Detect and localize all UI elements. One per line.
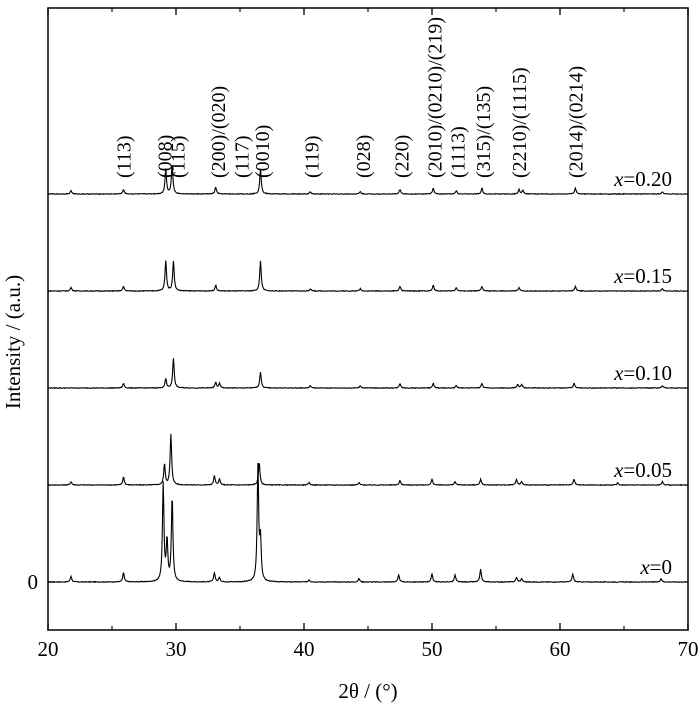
series-line-x-0-15 — [47, 260, 689, 293]
peak-annotation: (2014)/(0214) — [565, 66, 587, 178]
peak-annotation: (200)/(020) — [208, 86, 230, 178]
series-line-x-0-20 — [47, 165, 689, 196]
series-labels: x=0x=0.05x=0.10x=0.15x=0.20 — [613, 167, 672, 579]
peak-annotation: (115) — [167, 135, 189, 178]
y-tick-label: 0 — [28, 570, 39, 594]
peak-annotation: (220) — [391, 135, 413, 178]
series-label: x=0.20 — [613, 167, 672, 191]
plot-frame — [47, 7, 689, 631]
series-line-x-0-05 — [47, 433, 689, 487]
series-line-x-0 — [47, 462, 689, 584]
x-tick-label: 60 — [550, 637, 571, 661]
series-label-value: =0.10 — [623, 361, 672, 385]
x-tick-label: 40 — [294, 637, 315, 661]
x-tick-label: 20 — [38, 637, 59, 661]
x-tick-label: 30 — [166, 637, 187, 661]
peak-annotation: (008) — [155, 135, 177, 178]
series-label-var: x — [613, 458, 624, 482]
series-label-value: =0 — [650, 555, 672, 579]
y-axis-label: Intensity / (a.u.) — [1, 275, 25, 409]
series-label-var: x — [613, 361, 624, 385]
series-label: x=0.05 — [613, 458, 672, 482]
series-label: x=0.10 — [613, 361, 672, 385]
peak-annotation: (0010) — [252, 125, 274, 178]
peak-annotation: (117) — [231, 135, 253, 178]
series-label-var: x — [639, 555, 650, 579]
axes: 20 30 40 50 60 70 0 — [28, 8, 699, 661]
plot-area — [47, 7, 689, 631]
series-label-var: x — [613, 264, 624, 288]
series-label-var: x — [613, 167, 624, 191]
series-label-value: =0.20 — [623, 167, 672, 191]
series-label: x=0 — [639, 555, 672, 579]
x-axis-label: 2θ / (°) — [338, 679, 397, 703]
peak-annotation: (2010)/(0210)/(219) — [425, 17, 447, 178]
peak-annotation: (315)/(135) — [473, 86, 495, 178]
peak-annotations: (113) (008)(115) (200)/(020) (117)(0010) (11… — [114, 17, 588, 178]
series-label-value: =0.05 — [623, 458, 672, 482]
series-line-x-0-10 — [47, 358, 689, 390]
peak-annotation: (2210)/(1115) — [509, 67, 531, 178]
x-tick-label: 70 — [678, 637, 699, 661]
peak-annotation: (028) — [353, 135, 375, 178]
peak-annotation: (113) — [114, 135, 136, 178]
x-tick-label: 50 — [422, 637, 443, 661]
peak-annotation: (1113) — [448, 126, 470, 178]
xrd-series — [47, 165, 689, 584]
series-label-value: =0.15 — [623, 264, 672, 288]
series-label: x=0.15 — [613, 264, 672, 288]
peak-annotation: (119) — [302, 135, 324, 178]
